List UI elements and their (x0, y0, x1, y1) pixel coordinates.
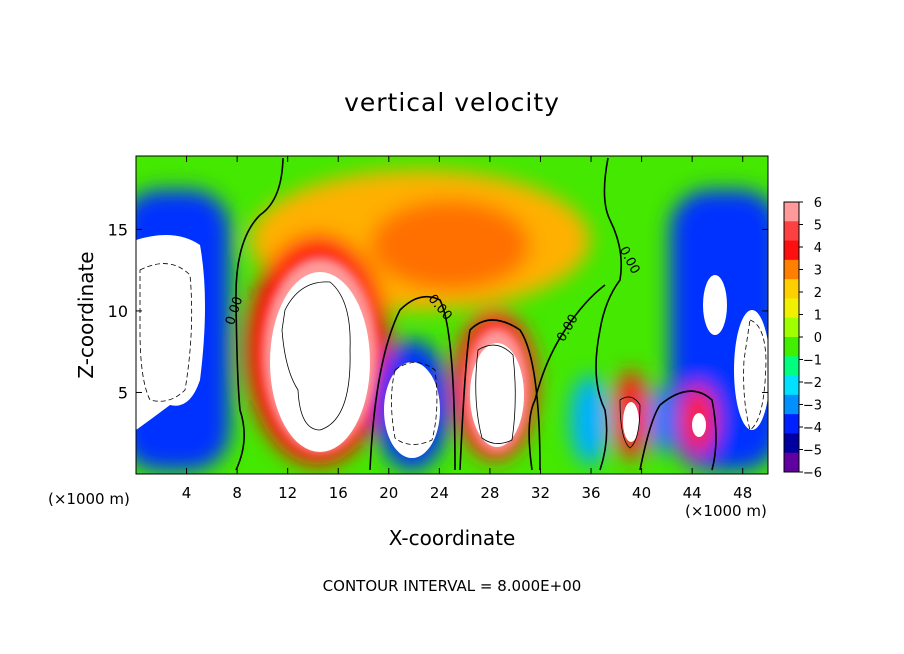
velocity-field (136, 156, 768, 474)
colorbar-swatch (784, 433, 799, 454)
y-tick-label: 5 (118, 383, 128, 402)
x-tick-label: 40 (632, 484, 651, 502)
colorbar-swatch (784, 298, 799, 319)
colorbar-label: 6 (814, 196, 822, 211)
colorbar-label: 5 (814, 219, 822, 234)
colorbar-swatch (784, 240, 799, 261)
x-tick-label: 28 (480, 484, 499, 502)
colorbar-swatch (784, 279, 799, 299)
colorbar-label: −4 (803, 421, 822, 436)
cold-cell-saturated (384, 362, 440, 458)
negative-contours (139, 263, 767, 445)
colorbar-swatch (784, 356, 799, 377)
chart-title: vertical velocity (344, 88, 560, 117)
small-updraft-saturated-1 (623, 402, 639, 442)
small-updraft-saturated-2 (692, 413, 706, 437)
colorbar-label: −1 (803, 354, 822, 369)
colorbar-swatch (784, 221, 799, 242)
main-updraft-saturated (270, 272, 370, 452)
colorbar-swatch (784, 259, 799, 280)
colorbar-swatch (784, 317, 799, 338)
colorbar-swatch (784, 337, 799, 357)
colorbar-label: −2 (803, 376, 822, 391)
x-axis-label: X-coordinate (388, 526, 516, 550)
colorbar-label: −5 (803, 444, 822, 459)
cold-strip-2 (648, 385, 672, 455)
x-tick-label: 24 (430, 484, 449, 502)
colorbar-label: 1 (814, 309, 822, 324)
x-tick-label: 16 (329, 484, 348, 502)
colorbar-swatch (784, 394, 799, 415)
x-tick-label: 44 (683, 484, 702, 502)
colorbar: 6 5 4 3 2 1 0 −1 −2 −3 −4 −5 −6 (783, 196, 822, 481)
y-tick-label: 10 (108, 302, 128, 321)
x-axis-ticks: 4 8 12 16 20 24 28 32 36 40 44 48 (182, 156, 752, 502)
colorbar-label: −6 (803, 466, 822, 481)
x-tick-label: 36 (581, 484, 600, 502)
colorbar-label: 3 (814, 264, 822, 279)
x-tick-label: 48 (733, 484, 752, 502)
plot-frame (135, 155, 769, 475)
x-tick-label: 20 (379, 484, 398, 502)
colorbar-swatch (784, 375, 799, 396)
colorbar-swatch (784, 202, 799, 222)
colorbar-label: −3 (803, 399, 822, 414)
x-unit-label-right: (×1000 m) (685, 502, 767, 520)
colorbar-label: 0 (814, 331, 822, 346)
x-unit-label-left: (×1000 m) (48, 490, 130, 508)
right-downdraft-saturated (734, 310, 768, 430)
left-downdraft-saturated (136, 235, 205, 430)
zero-contours (235, 157, 717, 471)
right-updraft-saturated (470, 343, 524, 447)
x-tick-label: 8 (232, 484, 242, 502)
right-upper-saturated (703, 275, 727, 335)
colorbar-swatch (784, 452, 799, 473)
interior-contours (281, 281, 641, 449)
colorbar-label: 2 (814, 286, 822, 301)
contour-interval-note: CONTOUR INTERVAL = 8.000E+00 (322, 577, 582, 595)
y-axis-ticks: 5 10 15 (108, 220, 768, 402)
x-tick-label: 4 (182, 484, 192, 502)
colorbar-label: 4 (814, 241, 822, 256)
colorbar-swatch (784, 414, 799, 434)
y-axis-label: Z-coordinate (74, 251, 98, 379)
x-tick-label: 12 (278, 484, 297, 502)
y-tick-label: 15 (108, 220, 128, 239)
upper-warm-core (370, 200, 530, 290)
x-tick-label: 32 (531, 484, 550, 502)
